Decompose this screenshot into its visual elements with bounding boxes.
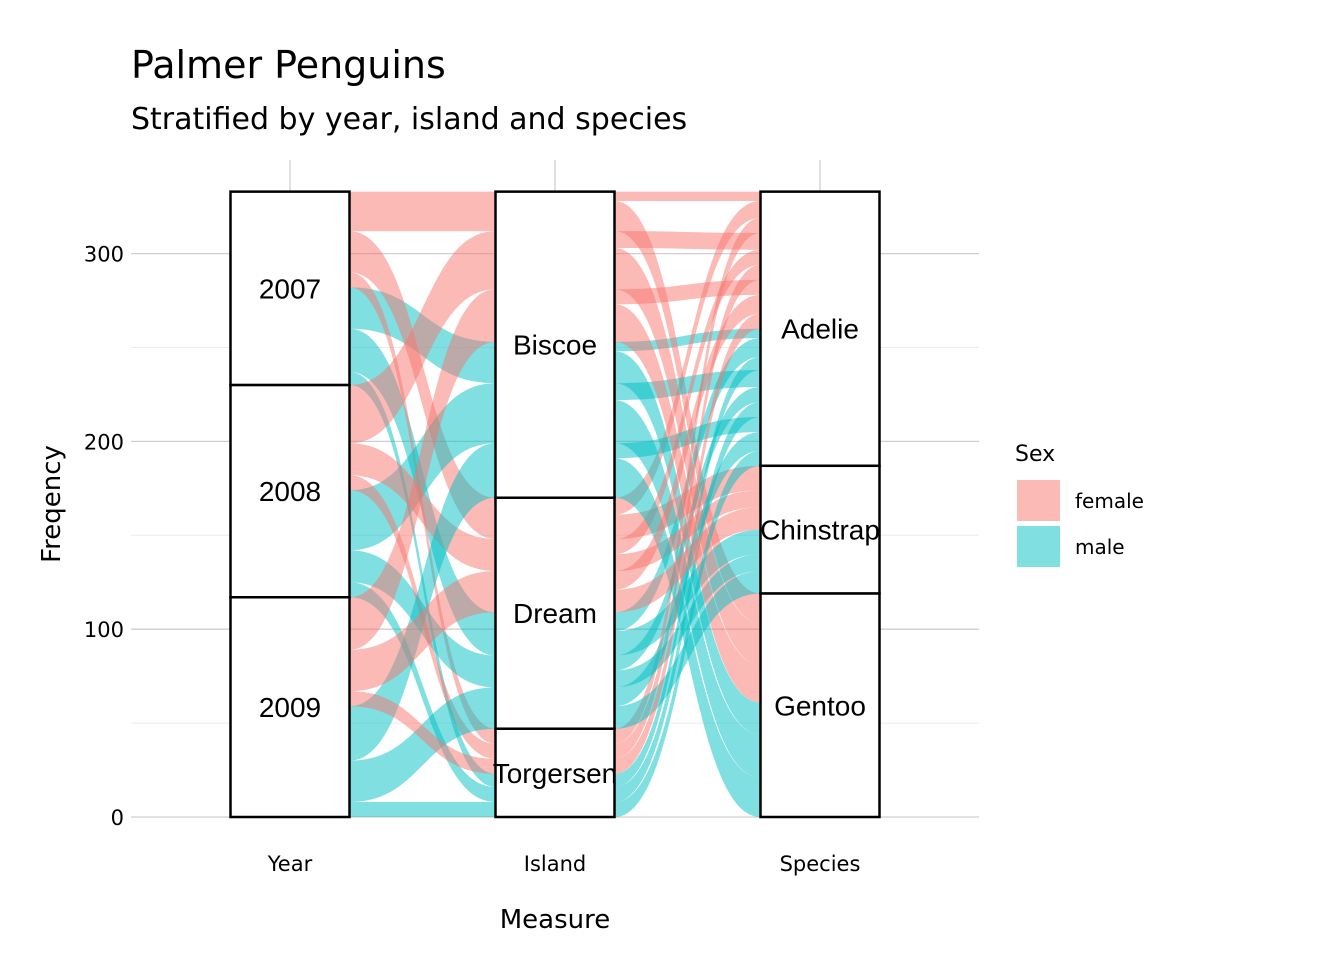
legend-swatch-female (1017, 480, 1060, 521)
x-tick-label: Island (524, 852, 586, 876)
x-axis-label: Measure (500, 905, 611, 935)
stratum-label-chinstrap: Chinstrap (760, 515, 880, 546)
stratum-label-adelie: Adelie (781, 314, 859, 345)
flow-female (349, 201, 496, 232)
stratum-2009 (229, 596, 351, 819)
y-tick-label: 300 (84, 243, 124, 267)
y-tick-label: 0 (111, 806, 124, 830)
flow-male (349, 443, 496, 722)
legend: Sex female male (1015, 442, 1144, 567)
strata: 2007 2008 2009 Biscoe Dream Torgersen Adelie Ch… (229, 190, 881, 819)
flow-male (614, 370, 761, 401)
stratum-2007 (229, 190, 351, 387)
flow-female (349, 231, 496, 515)
stratum-label-2008: 2008 (259, 476, 321, 507)
chart-subtitle: Stratified by year, island and species (131, 102, 687, 137)
flow-female (614, 507, 761, 613)
stratum-label-torgersen: Torgersen (493, 758, 618, 789)
flow-female (614, 231, 761, 250)
flows (349, 191, 761, 817)
flow-female (614, 247, 761, 665)
flow-female (349, 289, 496, 613)
flow-male (349, 801, 496, 817)
stratum-label-gentoo: Gentoo (774, 690, 866, 721)
flow-female (349, 443, 496, 555)
flow-female (614, 313, 761, 774)
x-tick-label: Species (780, 852, 861, 876)
flow-male (349, 706, 496, 802)
flow-female (349, 691, 496, 774)
x-tick-label: Year (267, 852, 313, 876)
stratum-label-2007: 2007 (259, 273, 321, 304)
flow-male (349, 582, 496, 802)
y-tick-label: 100 (84, 618, 124, 642)
flow-female (614, 201, 761, 624)
y-axis-ticks: 0 100 200 300 (84, 243, 124, 830)
flow-female (614, 294, 761, 590)
flow-female (349, 589, 496, 692)
stratum-label-biscoe: Biscoe (513, 330, 597, 361)
flow-female (349, 458, 496, 571)
flow-male (614, 400, 761, 778)
x-axis-ticks: Year Island Species (267, 852, 861, 876)
flow-female (614, 201, 761, 515)
stratum-biscoe (494, 190, 616, 499)
stratum-chinstrap (759, 464, 881, 595)
stratum-label-2009: 2009 (259, 692, 321, 723)
flow-female (614, 279, 761, 305)
stratum-torgersen (494, 727, 616, 819)
flow-female (349, 570, 496, 669)
flow-female (614, 217, 761, 744)
flow-female (349, 304, 496, 650)
flow-female (349, 231, 496, 402)
stratum-dream (494, 496, 616, 730)
flow-male (614, 401, 761, 802)
legend-label-female: female (1075, 489, 1144, 513)
flow-female (614, 304, 761, 703)
flow-female (349, 247, 496, 540)
y-axis-label: Freqency (37, 445, 67, 563)
y-tick-label: 200 (84, 430, 124, 454)
flow-male (349, 458, 496, 761)
flow-female (349, 247, 496, 444)
stratum-label-dream: Dream (513, 598, 597, 629)
flow-female (614, 191, 761, 202)
flow-female (614, 249, 761, 555)
stratum-2008 (229, 383, 351, 599)
flow-male (614, 570, 761, 729)
legend-label-male: male (1075, 535, 1125, 559)
flow-female (349, 191, 496, 202)
flow-male (614, 450, 761, 817)
chart-title: Palmer Penguins (131, 43, 446, 87)
stratum-adelie (759, 190, 881, 468)
legend-swatch-male (1017, 526, 1060, 567)
legend-title: Sex (1015, 442, 1055, 467)
stratum-gentoo (759, 592, 881, 819)
